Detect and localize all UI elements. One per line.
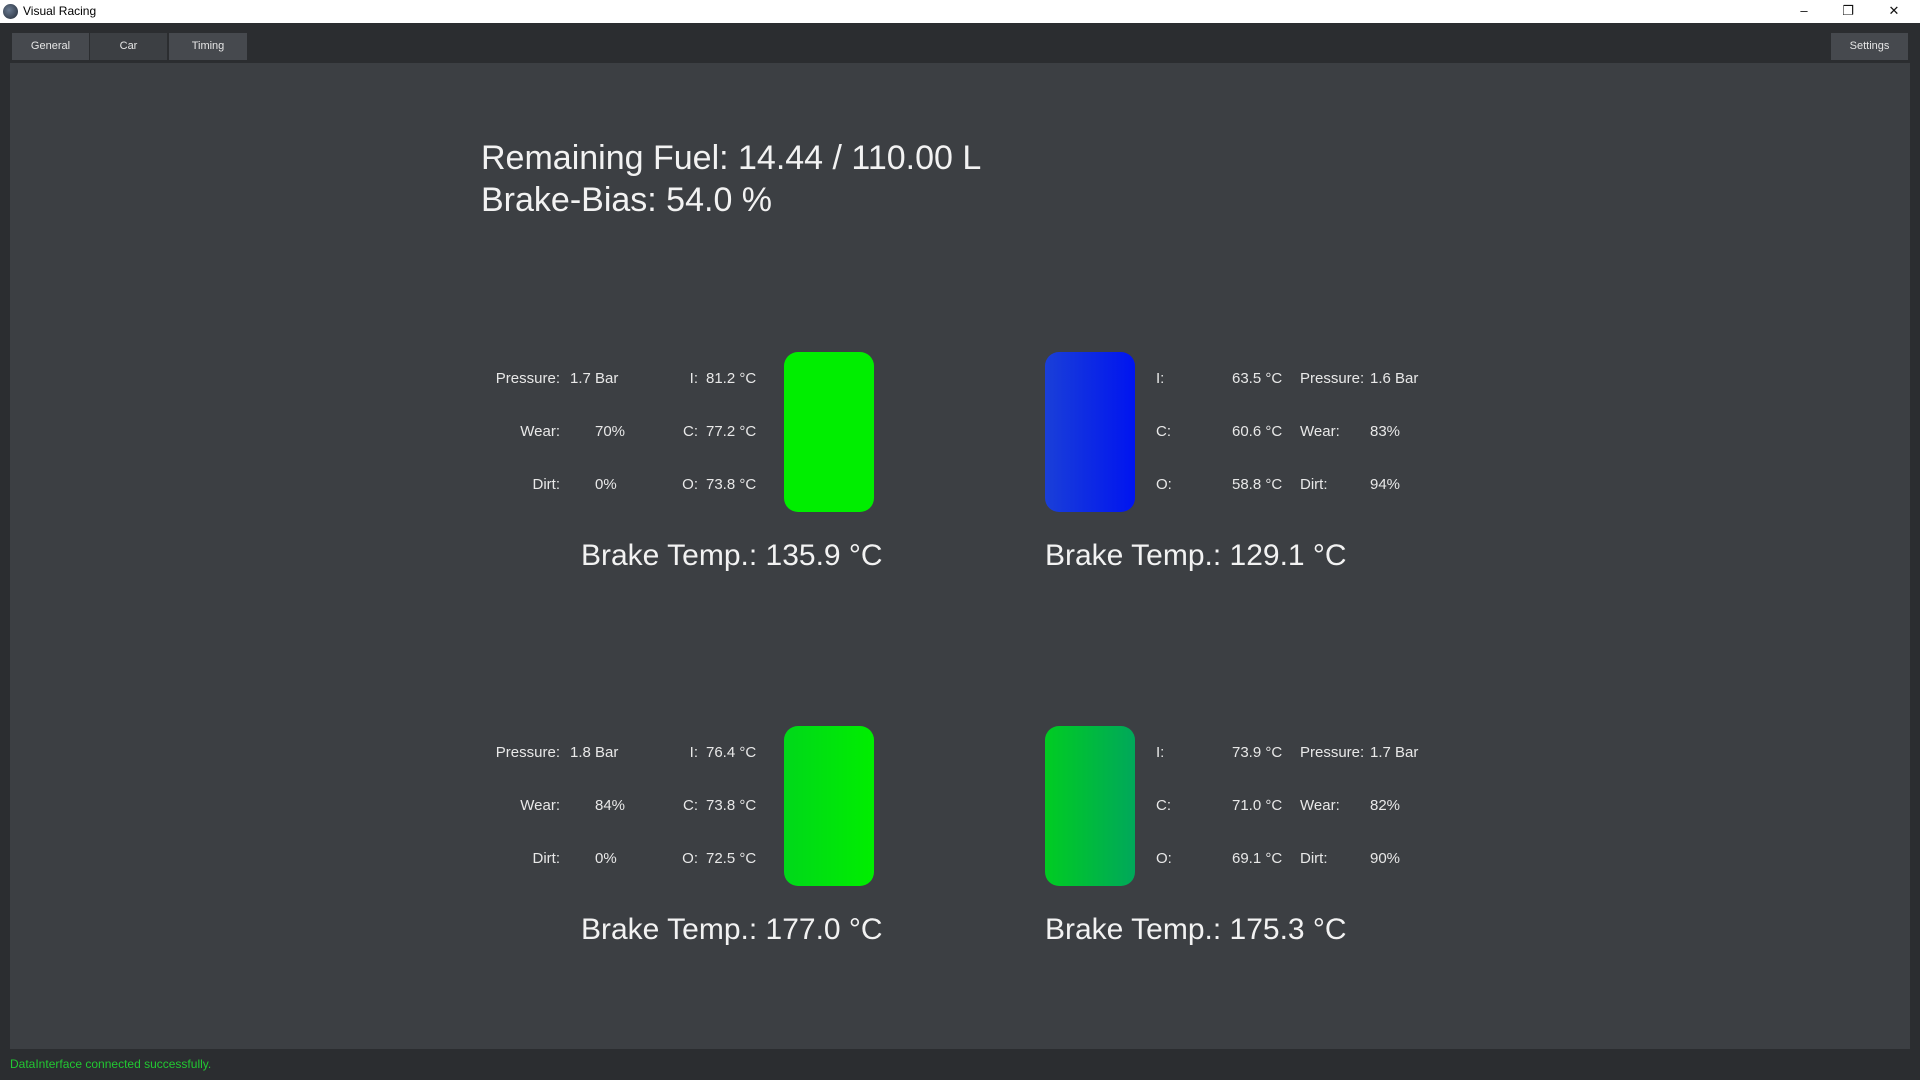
brake-temp: Brake Temp.: 175.3 °C	[1045, 913, 1347, 946]
maximize-button[interactable]: ❐	[1842, 3, 1854, 18]
brake-temp: Brake Temp.: 177.0 °C	[581, 913, 883, 946]
remaining-fuel: Remaining Fuel: 14.44 / 110.00 L	[481, 139, 982, 177]
tire-indicator	[784, 352, 874, 512]
tab-timing[interactable]: Timing	[169, 33, 247, 60]
pressure-value: 1.8 Bar	[570, 744, 619, 761]
temp-inner-label: I:	[1156, 744, 1165, 761]
temp-inner-label: I:	[1156, 370, 1165, 387]
dirt-value: 0%	[595, 850, 617, 867]
temp-inner-value: 76.4 °C	[706, 744, 757, 761]
temp-center-label: C:	[683, 423, 698, 440]
pressure-value: 1.6 Bar	[1370, 370, 1419, 387]
temp-outer-value: 69.1 °C	[1232, 850, 1283, 867]
status-bar: DataInterface connected successfully.	[0, 1049, 1920, 1080]
close-button[interactable]: ✕	[1888, 3, 1900, 18]
temp-outer-value: 72.5 °C	[706, 850, 757, 867]
temp-center-value: 71.0 °C	[1232, 797, 1283, 814]
tire-indicator	[1045, 352, 1135, 512]
wheel-front-right: I: 63.5 °C C: 60.6 °C O: 58.8 °C Pressur…	[10, 288, 1418, 572]
pressure-value: 1.7 Bar	[570, 370, 619, 387]
temp-inner-value: 73.9 °C	[1232, 744, 1283, 761]
wear-value: 82%	[1370, 797, 1401, 814]
brake-temp: Brake Temp.: 135.9 °C	[581, 539, 883, 572]
car-panel: Remaining Fuel: 14.44 / 110.00 L Brake-B…	[10, 63, 1910, 1049]
status-message: DataInterface connected successfully.	[10, 1057, 212, 1071]
dirt-label: Dirt:	[1300, 850, 1328, 867]
wear-label: Wear:	[520, 797, 560, 814]
temp-center-label: C:	[1156, 797, 1171, 814]
wear-label: Wear:	[520, 423, 560, 440]
dirt-label: Dirt:	[532, 850, 561, 867]
wear-value: 70%	[595, 423, 626, 440]
pressure-label: Pressure:	[1300, 744, 1365, 761]
wear-label: Wear:	[1300, 423, 1340, 440]
minimize-button[interactable]: –	[1800, 3, 1808, 18]
dirt-value: 94%	[1370, 476, 1401, 493]
wheel-rear-right: I: 73.9 °C C: 71.0 °C O: 69.1 °C Pressur…	[10, 662, 1418, 946]
temp-outer-label: O:	[682, 850, 698, 867]
temp-center-value: 60.6 °C	[1232, 423, 1283, 440]
temp-outer-label: O:	[682, 476, 698, 493]
tire-indicator	[1045, 726, 1135, 886]
wear-value: 84%	[595, 797, 626, 814]
wear-label: Wear:	[1300, 797, 1340, 814]
temp-inner-value: 63.5 °C	[1232, 370, 1283, 387]
tab-car[interactable]: Car	[90, 33, 167, 60]
wheel-rear-left: Pressure: 1.8 Bar Wear: 84% Dirt: 0% I: …	[10, 662, 970, 946]
dirt-label: Dirt:	[532, 476, 561, 493]
temp-inner-label: I:	[689, 744, 698, 761]
dirt-value: 0%	[595, 476, 617, 493]
temp-outer-value: 73.8 °C	[706, 476, 757, 493]
tire-indicator	[784, 726, 874, 886]
brake-temp: Brake Temp.: 129.1 °C	[1045, 539, 1347, 572]
wear-value: 83%	[1370, 423, 1401, 440]
temp-center-label: C:	[1156, 423, 1171, 440]
tab-general[interactable]: General	[12, 33, 89, 60]
temp-outer-label: O:	[1156, 476, 1172, 493]
pressure-label: Pressure:	[495, 744, 560, 761]
dirt-label: Dirt:	[1300, 476, 1328, 493]
title-bar: Visual Racing – ❐ ✕	[0, 0, 1920, 23]
brake-bias: Brake-Bias: 54.0 %	[481, 181, 773, 219]
window-title: Visual Racing	[23, 4, 97, 18]
temp-center-value: 77.2 °C	[706, 423, 757, 440]
pressure-label: Pressure:	[495, 370, 560, 387]
tab-bar: General Car Timing Settings	[0, 23, 1920, 63]
temp-outer-value: 58.8 °C	[1232, 476, 1283, 493]
temp-inner-value: 81.2 °C	[706, 370, 757, 387]
app-logo-icon	[3, 4, 18, 19]
pressure-value: 1.7 Bar	[1370, 744, 1419, 761]
temp-inner-label: I:	[689, 370, 698, 387]
temp-center-value: 73.8 °C	[706, 797, 757, 814]
temp-outer-label: O:	[1156, 850, 1172, 867]
wheel-front-left: Pressure: 1.7 Bar Wear: 70% Dirt: 0% I: …	[10, 288, 970, 572]
settings-button[interactable]: Settings	[1831, 33, 1908, 60]
dirt-value: 90%	[1370, 850, 1401, 867]
temp-center-label: C:	[683, 797, 698, 814]
pressure-label: Pressure:	[1300, 370, 1365, 387]
